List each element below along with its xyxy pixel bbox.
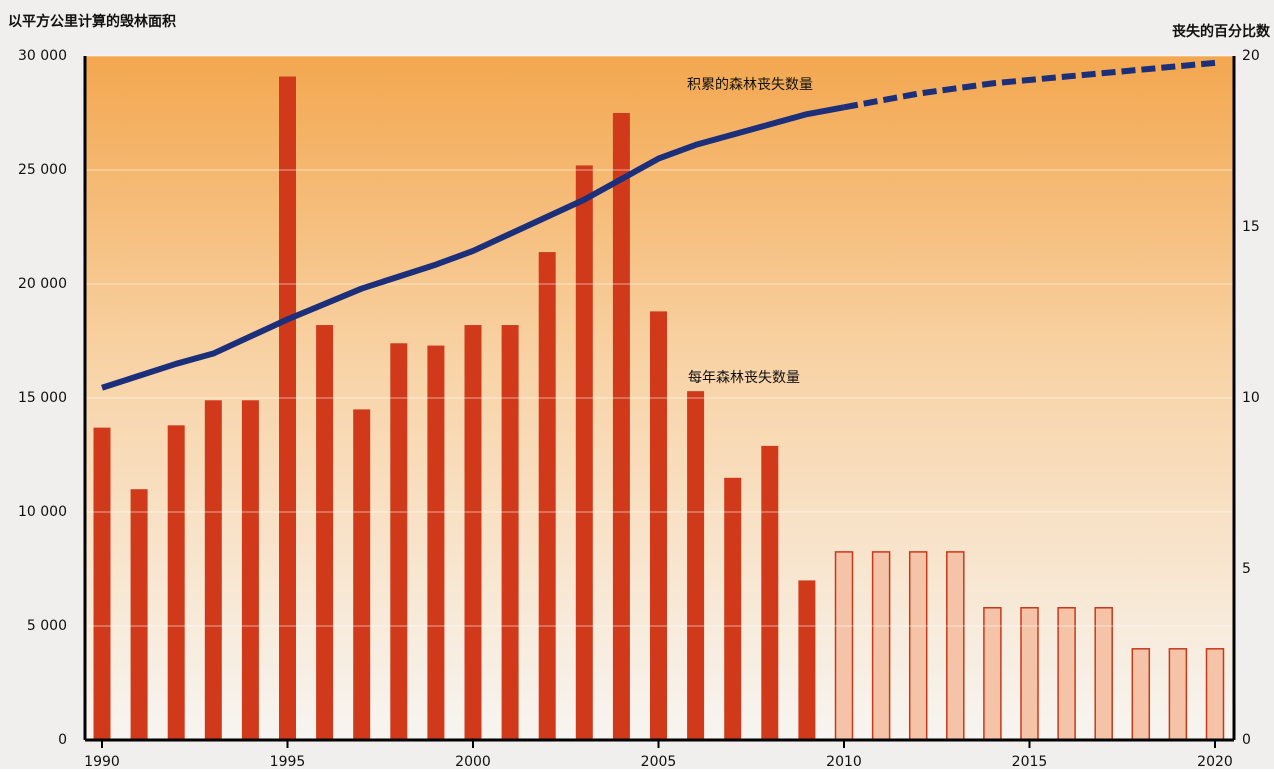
bar [1057, 607, 1076, 741]
x-tick-label: 1995 [270, 754, 306, 769]
bar [1168, 648, 1188, 741]
y2-tick-label: 5 [1242, 561, 1251, 577]
bar [130, 489, 148, 740]
y-tick-label: 20 000 [18, 276, 67, 292]
y2-tick-label: 15 [1242, 219, 1260, 235]
bar [612, 113, 630, 740]
line [843, 59, 1216, 111]
bar [575, 165, 593, 740]
bar [501, 325, 519, 740]
bar [390, 343, 408, 740]
annotation: 积累的森林丧失数量 [687, 77, 813, 93]
y-tick-label: 25 000 [18, 162, 67, 178]
x-tick-label: 2010 [826, 754, 862, 769]
y-tick-label: 10 000 [18, 504, 67, 520]
bar [834, 551, 854, 741]
y-tick-label: 15 000 [18, 390, 67, 406]
y2-axis-title: 丧失的百分比数 [1172, 23, 1271, 40]
bar [464, 325, 482, 740]
bar [946, 551, 965, 741]
x-tick-label: 2020 [1197, 754, 1233, 769]
bar [908, 551, 928, 741]
bar [167, 425, 185, 740]
bar [1131, 648, 1151, 741]
bar [724, 477, 742, 740]
bar [353, 409, 371, 740]
bar [1205, 648, 1225, 741]
bar [687, 391, 705, 740]
line [101, 104, 845, 391]
bar [241, 400, 259, 740]
bar [983, 607, 1002, 741]
y-tick-label: 30 000 [18, 48, 67, 64]
bar [1094, 607, 1113, 741]
bar [650, 311, 667, 740]
y2-tick-label: 20 [1242, 48, 1260, 64]
annotation: 每年森林丧失数量 [688, 370, 800, 386]
bar [798, 580, 816, 740]
bar [871, 551, 891, 741]
y-tick-label: 5 000 [27, 618, 67, 634]
y2-tick-label: 0 [1242, 732, 1251, 748]
bar [761, 445, 779, 740]
bar [279, 76, 296, 740]
x-tick-label: 2005 [641, 754, 677, 769]
x-tick-label: 2015 [1012, 754, 1048, 769]
bar [1020, 607, 1039, 741]
x-tick-label: 2000 [455, 754, 491, 769]
y-axis-title: 以平方公里计算的毁林面积 [8, 13, 176, 30]
x-tick-label: 1990 [84, 754, 120, 769]
bar [93, 427, 111, 740]
y2-tick-label: 10 [1242, 390, 1260, 406]
bar [204, 400, 222, 740]
bar [427, 345, 445, 740]
y-tick-label: 0 [58, 732, 67, 748]
bar [316, 325, 334, 740]
bar [538, 252, 556, 740]
